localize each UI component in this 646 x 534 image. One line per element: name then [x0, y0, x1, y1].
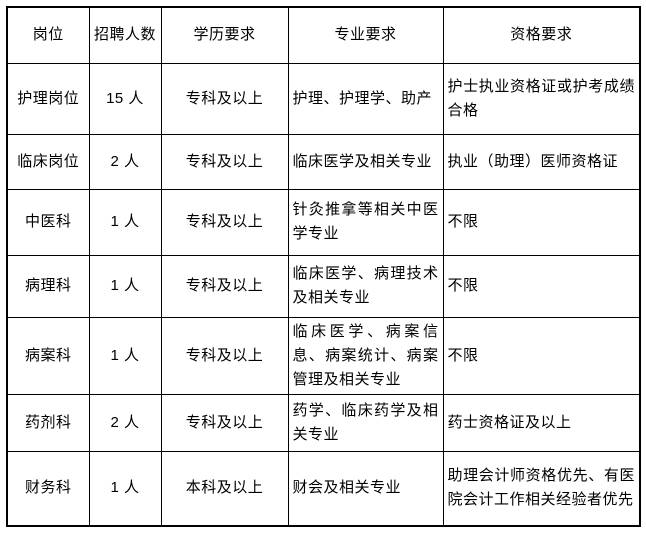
cell-education: 专科及以上 [160, 316, 289, 395]
cell-count: 15 人 [88, 62, 162, 135]
cell-education: 专科及以上 [160, 133, 289, 190]
cell-qualification: 不限 [442, 188, 641, 256]
table-row: 病理科 1 人专科及以上 临床医学、病理技术及相关专业 不限 [6, 254, 641, 318]
cell-education: 专科及以上 [160, 188, 289, 256]
cell-qualification: 不限 [442, 316, 641, 395]
cell-major: 护理、护理学、助产 [287, 62, 444, 135]
cell-qualification: 药士资格证及以上 [442, 393, 641, 452]
cell-position: 药剂科 [6, 393, 90, 452]
cell-count: 2 人 [88, 133, 162, 190]
table-row: 病案科 1 人专科及以上 临床医学、病案信息、病案统计、病案管理及相关专业 不限 [6, 316, 641, 395]
table-row: 护理岗位 15 人专科及以上 护理、护理学、助产 护士执业资格证或护考成绩合格 [6, 62, 641, 135]
cell-qualification: 不限 [442, 254, 641, 318]
cell-qualification: 助理会计师资格优先、有医院会计工作相关经验者优先 [442, 450, 641, 527]
cell-position: 财务科 [6, 450, 90, 527]
header-cell-major: 专业要求 [287, 6, 444, 64]
table-body: 护理岗位 15 人专科及以上 护理、护理学、助产 护士执业资格证或护考成绩合格 临床岗位… [6, 62, 641, 527]
cell-count: 1 人 [88, 450, 162, 527]
cell-education: 本科及以上 [160, 450, 289, 527]
cell-position: 临床岗位 [6, 133, 90, 190]
header-cell-position: 岗位 [6, 6, 90, 64]
cell-count: 1 人 [88, 254, 162, 318]
cell-major: 财会及相关专业 [287, 450, 444, 527]
recruitment-table: 岗位 招聘人数 学历要求 专业要求 资格要求 护理岗位 15 人专科及以上 护理、护理学、助… [6, 6, 641, 527]
cell-major: 药学、临床药学及相关专业 [287, 393, 444, 452]
header-cell-education: 学历要求 [160, 6, 289, 64]
cell-count: 1 人 [88, 188, 162, 256]
cell-qualification: 护士执业资格证或护考成绩合格 [442, 62, 641, 135]
cell-count: 2 人 [88, 393, 162, 452]
cell-education: 专科及以上 [160, 254, 289, 318]
cell-count: 1 人 [88, 316, 162, 395]
header-cell-count: 招聘人数 [88, 6, 162, 64]
cell-major: 针灸推拿等相关中医学专业 [287, 188, 444, 256]
cell-position: 病案科 [6, 316, 90, 395]
table-row: 临床岗位 2 人专科及以上 临床医学及相关专业 执业（助理）医师资格证 [6, 133, 641, 190]
cell-position: 病理科 [6, 254, 90, 318]
cell-major: 临床医学、病理技术及相关专业 [287, 254, 444, 318]
table-row: 中医科 1 人专科及以上 针灸推拿等相关中医学专业 不限 [6, 188, 641, 256]
cell-major: 临床医学、病案信息、病案统计、病案管理及相关专业 [287, 316, 444, 395]
header-row: 岗位 招聘人数 学历要求 专业要求 资格要求 [6, 6, 641, 64]
header-cell-qualification: 资格要求 [442, 6, 641, 64]
table-row: 财务科 1 人本科及以上 财会及相关专业 助理会计师资格优先、有医院会计工作相关经验者… [6, 450, 641, 527]
cell-major: 临床医学及相关专业 [287, 133, 444, 190]
cell-education: 专科及以上 [160, 393, 289, 452]
cell-position: 护理岗位 [6, 62, 90, 135]
cell-qualification: 执业（助理）医师资格证 [442, 133, 641, 190]
cell-position: 中医科 [6, 188, 90, 256]
table-row: 药剂科 2 人专科及以上 药学、临床药学及相关专业 药士资格证及以上 [6, 393, 641, 452]
cell-education: 专科及以上 [160, 62, 289, 135]
